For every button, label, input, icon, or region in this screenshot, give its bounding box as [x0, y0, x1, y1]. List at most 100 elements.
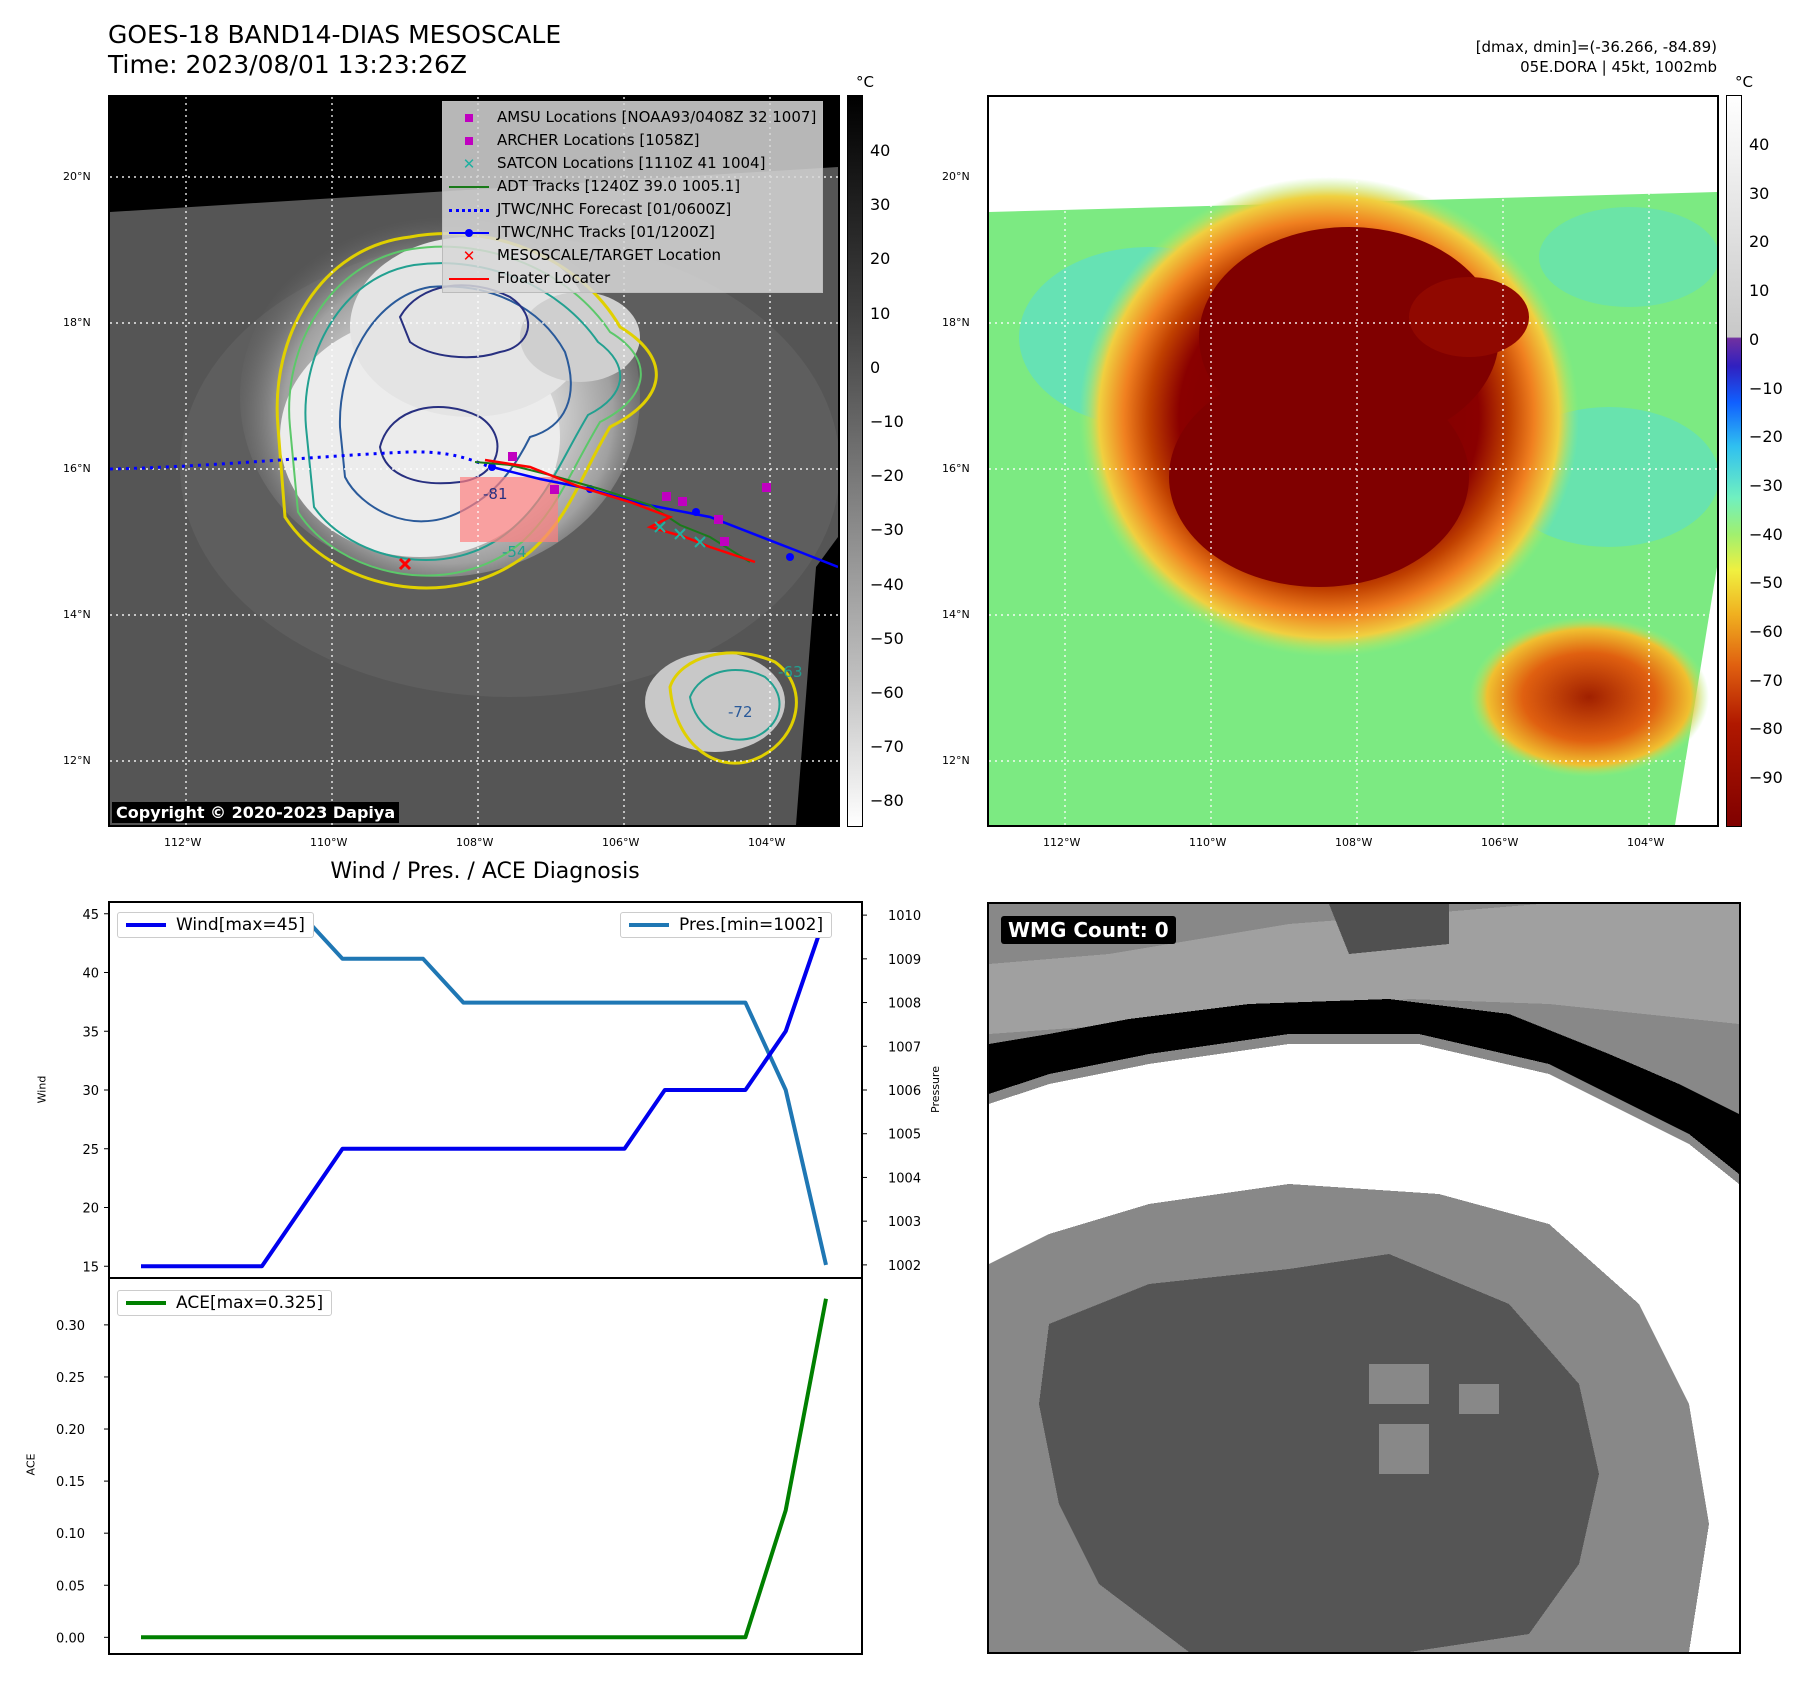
legend-entry: JTWC/NHC Forecast [01/0600Z]: [449, 198, 816, 221]
colorbar-tick-label: −60: [1749, 622, 1783, 641]
legend-entry: JTWC/NHC Tracks [01/1200Z]: [449, 221, 816, 244]
colorbar-tick-label: −90: [1749, 768, 1783, 788]
wind-tick-label: 15: [82, 1260, 99, 1275]
ace-tick-label: 0.05: [56, 1579, 85, 1594]
colorbar-tick-label: −20: [1749, 427, 1783, 447]
wind-plot-frame: [108, 901, 863, 1279]
wind-tick-label: 45: [82, 908, 99, 923]
wmg-count-badge: WMG Count: 0: [1001, 916, 1176, 944]
lat-label: 14°N: [942, 608, 970, 621]
pressure-tick-label: 1004: [888, 1171, 921, 1186]
lon-label: 106°W: [602, 836, 640, 849]
colorbar-tick-label: −50: [1749, 573, 1783, 593]
lon-label: 104°W: [1627, 836, 1665, 849]
square-marker-icon: [449, 133, 489, 149]
colorbar-tick-label: 0: [1749, 329, 1760, 349]
color-enhanced-image: [989, 97, 1717, 825]
pressure-tick-label: 1005: [888, 1128, 921, 1143]
line-icon: [449, 271, 489, 287]
pressure-tick-label: 1003: [888, 1215, 921, 1230]
color-colorbar: [1726, 95, 1742, 827]
wind-tick-label: 40: [82, 967, 99, 982]
wind-series-line: [141, 913, 828, 1269]
square-marker-icon: [449, 110, 489, 126]
copyright-badge: Copyright © 2020-2023 Dapiya: [112, 802, 400, 823]
colorbar-unit: °C: [1735, 73, 1753, 91]
ace-tick-label: 0.10: [56, 1527, 85, 1542]
wind-axis-label: Wind: [35, 1075, 49, 1104]
ace-line-icon: [126, 1301, 166, 1305]
lat-label: 20°N: [63, 170, 91, 183]
contour-label: -63: [778, 663, 803, 681]
pressure-tick-label: 1006: [888, 1084, 921, 1099]
pressure-legend: Pres.[min=1002]: [620, 912, 833, 938]
lat-label: 12°N: [942, 754, 970, 767]
colorbar-tick-label: 20: [1749, 232, 1770, 252]
pressure-tick-label: 1002: [888, 1259, 921, 1274]
colorbar-tick-label: −80: [1749, 719, 1783, 739]
ace-tick-label: 0.15: [56, 1475, 85, 1490]
diag-title: Wind / Pres. / ACE Diagnosis: [330, 859, 640, 884]
ace-legend: ACE[max=0.325]: [117, 1290, 333, 1316]
colorbar-tick-label: 30: [1749, 183, 1770, 203]
colorbar-tick-label: 10: [870, 303, 891, 323]
colorbar-tick-label: −70: [1749, 670, 1783, 690]
colorbar-tick-label: −10: [1749, 378, 1783, 398]
colorbar-tick-label: −30: [1749, 475, 1783, 495]
colorbar-tick-label: 40: [1749, 135, 1770, 154]
wind-tick-label: 35: [82, 1025, 99, 1040]
lat-label: 14°N: [63, 608, 91, 621]
ir-colorbar: [847, 95, 863, 827]
pressure-tick-label: 1010: [888, 909, 921, 924]
lat-label: 16°N: [942, 462, 970, 475]
line-dot-icon: [449, 225, 489, 241]
colorbar-tick-label: −80: [870, 791, 904, 811]
colorbar-tick-label: −50: [870, 628, 904, 648]
colorbar-tick-label: −70: [870, 737, 904, 757]
contour-label: -72: [728, 703, 753, 721]
colorbar-tick-label: 0: [870, 357, 881, 377]
legend-entry: ✕ SATCON Locations [1110Z 41 1004]: [449, 152, 816, 175]
lon-label: 108°W: [456, 836, 494, 849]
dmax-dmin-info: [dmax, dmin]=(-36.266, -84.89): [1475, 38, 1717, 56]
colorbar-tick-label: −30: [870, 520, 904, 540]
lon-label: 106°W: [1481, 836, 1519, 849]
ace-series-line: [141, 1298, 828, 1640]
colorbar-tick-label: −10: [870, 412, 904, 431]
colorbar-tick-label: −40: [870, 574, 904, 594]
wmg-image: [989, 904, 1739, 1652]
lat-label: 18°N: [63, 316, 91, 329]
wind-tick-label: 30: [82, 1084, 99, 1099]
chart-time: Time: 2023/08/01 13:23:26Z: [108, 50, 467, 79]
lon-label: 108°W: [1335, 836, 1373, 849]
colorbar-unit: °C: [856, 73, 874, 91]
legend-entry: ADT Tracks [1240Z 39.0 1005.1]: [449, 175, 816, 198]
chart-title: GOES-18 BAND14-DIAS MESOSCALE: [108, 20, 562, 49]
ir-legend: AMSU Locations [NOAA93/0408Z 32 1007] AR…: [442, 101, 824, 293]
wmg-panel: WMG Count: 0: [987, 902, 1741, 1654]
lon-label: 112°W: [164, 836, 202, 849]
pressure-tick-label: 1008: [888, 997, 921, 1012]
legend-entry: ARCHER Locations [1058Z]: [449, 129, 816, 152]
line-icon: [449, 179, 489, 195]
lon-label: 112°W: [1043, 836, 1081, 849]
pressure-axis-label: Pressure: [928, 1066, 942, 1113]
ace-plot-frame: [108, 1277, 863, 1655]
colorbar-tick-label: 40: [870, 141, 891, 160]
lat-label: 16°N: [63, 462, 91, 475]
lat-label: 20°N: [942, 170, 970, 183]
legend-entry: ✕ MESOSCALE/TARGET Location: [449, 244, 816, 267]
legend-entry: Floater Locater: [449, 267, 816, 290]
colorbar-tick-label: 10: [1749, 281, 1770, 301]
colorbar-tick-label: −60: [870, 683, 904, 702]
wind-line-icon: [126, 923, 166, 927]
lat-label: 18°N: [942, 316, 970, 329]
x-marker-icon: ✕: [462, 154, 476, 173]
ace-tick-label: 0.30: [56, 1319, 85, 1334]
lon-label: 110°W: [1189, 836, 1227, 849]
wind-tick-label: 25: [82, 1143, 99, 1158]
color-image-panel: [987, 95, 1719, 827]
ir-image-panel: -81 -54 -72 -63 AMSU Locations [NOAA93/0…: [108, 95, 840, 827]
colorbar-tick-label: −40: [1749, 524, 1783, 544]
pressure-tick-label: 1007: [888, 1040, 921, 1055]
